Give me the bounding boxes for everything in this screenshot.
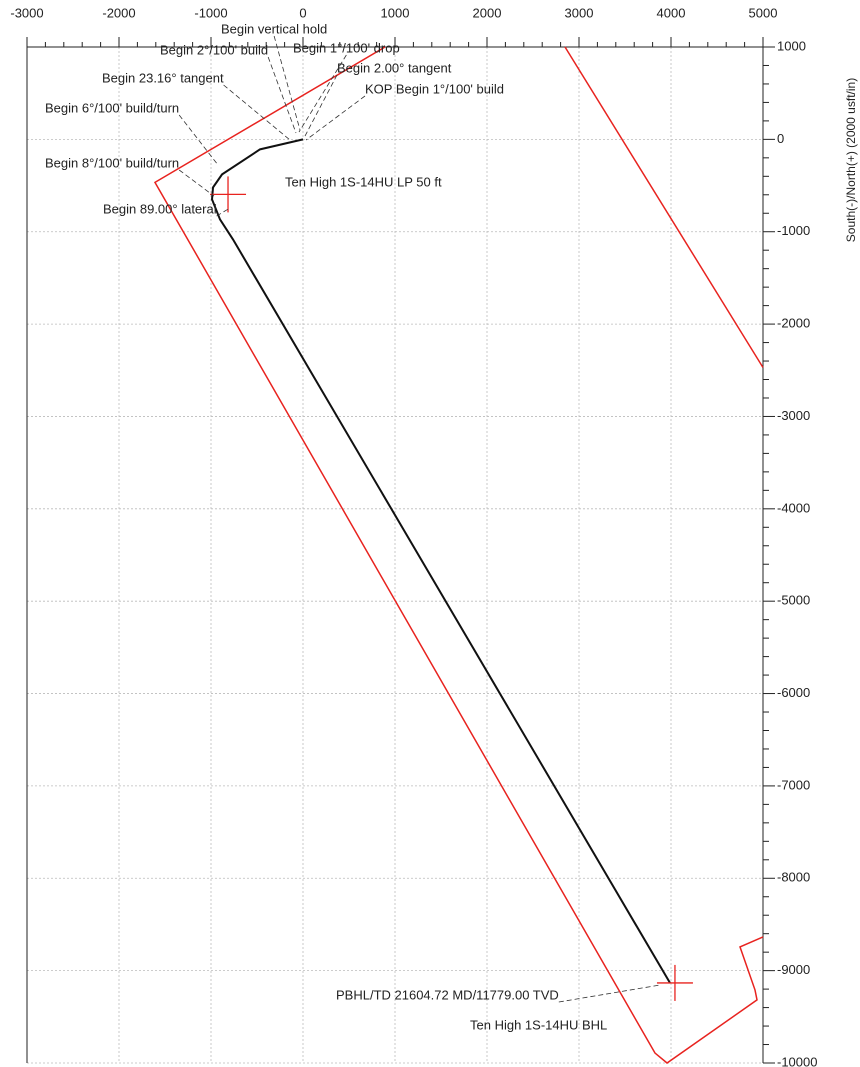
target-label: Ten High 1S-14HU LP 50 ft (285, 174, 442, 189)
x-tick-label: 1000 (381, 5, 410, 20)
y-tick-label: -10000 (777, 1054, 817, 1067)
plan-line (564, 46, 764, 368)
y-tick-label: 1000 (777, 38, 806, 53)
x-tick-label: 4000 (657, 5, 686, 20)
x-tick-label: 5000 (749, 5, 778, 20)
leader-line (223, 84, 291, 141)
x-tick-label: -1000 (194, 5, 227, 20)
plan-line (210, 138, 671, 984)
y-tick-label: -1000 (777, 223, 810, 238)
leader-line (305, 95, 366, 141)
annotation: Begin 2.00° tangent (337, 60, 452, 75)
leader-line (178, 169, 215, 197)
leader-line (273, 35, 301, 131)
y-tick-label: -4000 (777, 500, 810, 515)
y-tick-label: 0 (777, 131, 784, 146)
plan-line (153, 46, 764, 1064)
x-tick-label: 0 (299, 5, 306, 20)
x-tick-label: 2000 (473, 5, 502, 20)
x-tick-label: -2000 (102, 5, 135, 20)
annotation: Begin 6°/100' build/turn (45, 100, 179, 115)
leader-line (178, 114, 219, 166)
y-tick-label: -7000 (777, 777, 810, 792)
y-tick-label: -6000 (777, 685, 810, 700)
annotation: Begin 2°/100' build (160, 42, 268, 57)
annotation: Begin vertical hold (221, 21, 327, 36)
leader-line (216, 207, 231, 217)
annotation: PBHL/TD 21604.72 MD/11779.00 TVD (336, 987, 559, 1002)
y-tick-label: -5000 (777, 593, 810, 608)
y-tick-label: -8000 (777, 870, 810, 885)
leader-line (267, 56, 297, 134)
leader-line (558, 984, 661, 1003)
x-tick-label: -3000 (10, 5, 43, 20)
y-axis-label: South(-)/North(+) (2000 usft/in) (844, 78, 858, 242)
x-tick-label: 3000 (565, 5, 594, 20)
annotation: KOP Begin 1°/100' build (365, 81, 504, 96)
leader-line (298, 54, 347, 133)
y-tick-label: -2000 (777, 316, 810, 331)
annotation: Begin 23.16° tangent (102, 70, 224, 85)
y-tick-label: -3000 (777, 408, 810, 423)
annotation: Begin 8°/100' build/turn (45, 155, 179, 170)
y-tick-label: -9000 (777, 962, 810, 977)
leader-line (303, 74, 338, 139)
target-label: Ten High 1S-14HU BHL (470, 1017, 607, 1032)
annotation: Begin 1°/100' drop (293, 40, 400, 55)
annotation: Begin 89.00° lateral (103, 201, 217, 216)
